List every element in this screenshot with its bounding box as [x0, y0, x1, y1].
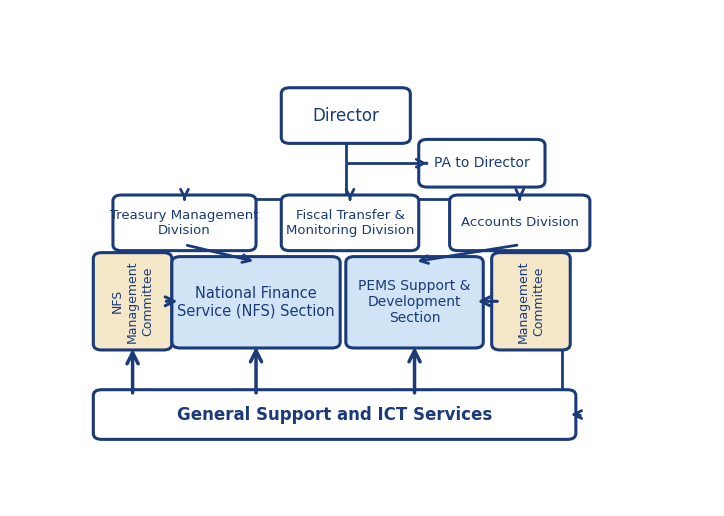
FancyBboxPatch shape: [93, 390, 576, 440]
Text: Accounts Division: Accounts Division: [460, 216, 578, 229]
FancyBboxPatch shape: [450, 195, 590, 251]
FancyBboxPatch shape: [418, 139, 545, 187]
Text: National Finance
Service (NFS) Section: National Finance Service (NFS) Section: [177, 286, 334, 318]
Text: PA to Director: PA to Director: [434, 156, 530, 170]
Text: Director: Director: [312, 107, 379, 124]
Text: Treasury Management
Division: Treasury Management Division: [110, 209, 258, 237]
FancyBboxPatch shape: [93, 253, 172, 350]
Text: Management
Committee: Management Committee: [517, 260, 545, 343]
FancyBboxPatch shape: [281, 88, 411, 143]
Text: PEMS Support &
Development
Section: PEMS Support & Development Section: [358, 279, 471, 326]
Text: General Support and ICT Services: General Support and ICT Services: [177, 406, 492, 424]
Text: NFS
Management
Committee: NFS Management Committee: [111, 260, 154, 343]
FancyBboxPatch shape: [281, 195, 418, 251]
Text: Fiscal Transfer &
Monitoring Division: Fiscal Transfer & Monitoring Division: [286, 209, 414, 237]
FancyBboxPatch shape: [172, 256, 340, 348]
FancyBboxPatch shape: [113, 195, 256, 251]
FancyBboxPatch shape: [492, 253, 571, 350]
FancyBboxPatch shape: [346, 256, 484, 348]
